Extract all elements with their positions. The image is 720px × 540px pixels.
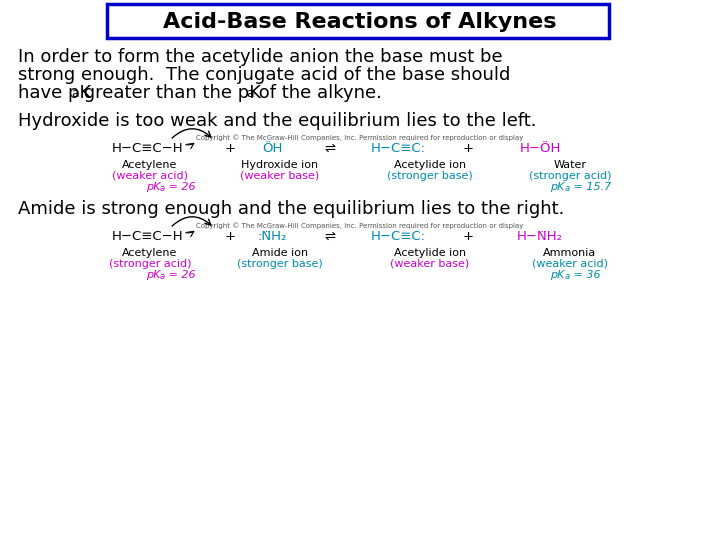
Text: Hydroxide is too weak and the equilibrium lies to the left.: Hydroxide is too weak and the equilibriu… (18, 112, 536, 130)
Text: = 15.7: = 15.7 (570, 182, 611, 192)
Text: a: a (71, 87, 78, 100)
Text: (stronger base): (stronger base) (237, 259, 323, 269)
Text: H−C≡C:: H−C≡C: (371, 230, 426, 242)
Text: Acetylene: Acetylene (122, 248, 178, 258)
Text: Amide ion: Amide ion (252, 248, 308, 258)
Text: (stronger acid): (stronger acid) (528, 171, 611, 181)
Text: Acid-Base Reactions of Alkynes: Acid-Base Reactions of Alkynes (163, 12, 557, 32)
Text: +: + (225, 230, 235, 242)
Text: +: + (225, 141, 235, 154)
Text: (weaker base): (weaker base) (390, 259, 469, 269)
Text: (stronger acid): (stronger acid) (109, 259, 192, 269)
Text: Copyright © The McGraw-Hill Companies, Inc. Permission required for reproduction: Copyright © The McGraw-Hill Companies, I… (197, 222, 523, 228)
Text: (weaker base): (weaker base) (240, 171, 320, 181)
Text: a: a (160, 272, 165, 281)
Text: of the alkyne.: of the alkyne. (253, 84, 382, 102)
Text: a: a (565, 184, 570, 193)
Text: strong enough.  The conjugate acid of the base should: strong enough. The conjugate acid of the… (18, 66, 510, 84)
Text: Acetylide ion: Acetylide ion (394, 248, 466, 258)
Text: = 26: = 26 (165, 182, 196, 192)
Text: (weaker acid): (weaker acid) (112, 171, 188, 181)
FancyBboxPatch shape (107, 4, 609, 38)
Text: :N̈H₂: :N̈H₂ (257, 230, 287, 242)
Text: Acetylene: Acetylene (122, 160, 178, 170)
Text: greater than the pK: greater than the pK (78, 84, 261, 102)
Text: (stronger base): (stronger base) (387, 171, 473, 181)
Text: Acetylide ion: Acetylide ion (394, 160, 466, 170)
Text: Amide is strong enough and the equilibrium lies to the right.: Amide is strong enough and the equilibri… (18, 200, 564, 218)
Text: Hydroxide ion: Hydroxide ion (241, 160, 318, 170)
Text: (weaker acid): (weaker acid) (532, 259, 608, 269)
Text: pK: pK (146, 182, 161, 192)
Text: H−C≡C−H: H−C≡C−H (112, 141, 184, 154)
Text: ⇌: ⇌ (325, 141, 336, 154)
Text: pK: pK (146, 270, 161, 280)
Text: H−N̈H₂: H−N̈H₂ (517, 230, 563, 242)
Text: H−C≡C:: H−C≡C: (371, 141, 426, 154)
Text: +: + (462, 141, 474, 154)
Text: = 36: = 36 (570, 270, 600, 280)
Text: Ammonia: Ammonia (544, 248, 597, 258)
Text: pK: pK (550, 182, 564, 192)
Text: ⇌: ⇌ (325, 230, 336, 242)
Text: Water: Water (554, 160, 587, 170)
Text: = 26: = 26 (165, 270, 196, 280)
Text: Copyright © The McGraw-Hill Companies, Inc. Permission required for reproduction: Copyright © The McGraw-Hill Companies, I… (197, 134, 523, 141)
Text: a: a (160, 184, 165, 193)
Text: H−C≡C−H: H−C≡C−H (112, 230, 184, 242)
Text: +: + (462, 230, 474, 242)
Text: H−ÖH: H−ÖH (519, 141, 561, 154)
Text: a: a (565, 272, 570, 281)
Text: pK: pK (550, 270, 564, 280)
Text: In order to form the acetylide anion the base must be: In order to form the acetylide anion the… (18, 48, 503, 66)
Text: ÖH: ÖH (262, 141, 282, 154)
Text: a: a (246, 87, 253, 100)
Text: have pK: have pK (18, 84, 91, 102)
